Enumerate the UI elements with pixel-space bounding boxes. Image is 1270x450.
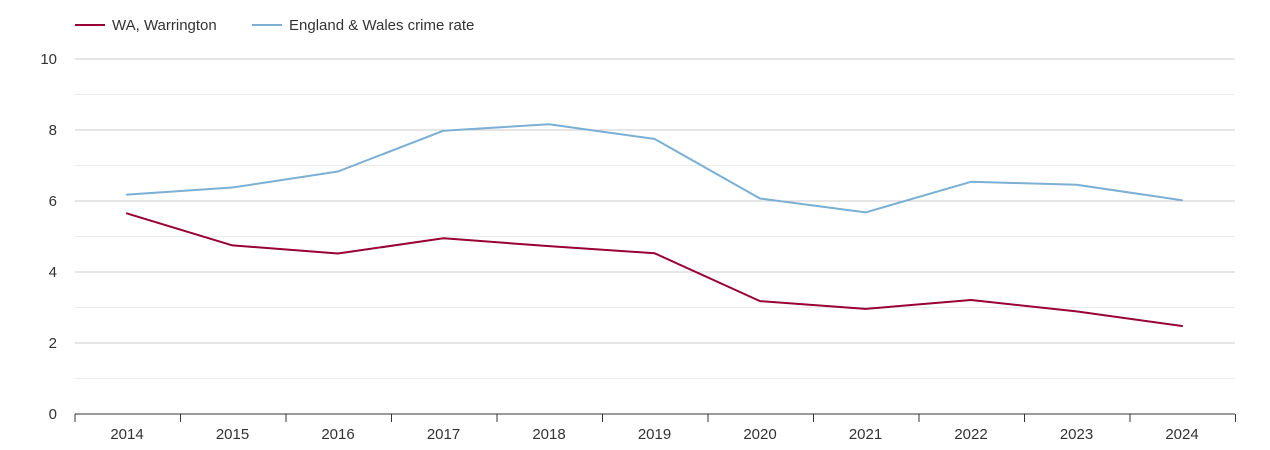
x-tick-label: 2017: [427, 426, 460, 443]
y-tick-label: 4: [49, 264, 57, 281]
y-tick-label: 8: [49, 122, 57, 139]
legend: WA, Warrington England & Wales crime rat…: [75, 17, 474, 34]
y-axis: 0 2 4 6 8 10: [40, 51, 57, 423]
legend-label-england-wales: England & Wales crime rate: [289, 17, 474, 34]
y-tick-label: 10: [40, 51, 57, 68]
x-tick-label: 2014: [110, 426, 143, 443]
y-tick-label: 2: [49, 335, 57, 352]
x-tick-label: 2015: [216, 426, 249, 443]
series-line-england-wales-crime-rate: [126, 123, 1183, 214]
x-tick-label: 2022: [954, 426, 987, 443]
x-tick-label: 2023: [1060, 426, 1093, 443]
gridlines: [75, 58, 1235, 379]
series-line-wa-warrington: [126, 212, 1183, 327]
legend-label-warrington: WA, Warrington: [112, 17, 217, 34]
x-tick-label: 2019: [638, 426, 671, 443]
series-lines: [126, 123, 1183, 327]
x-axis: 2014 2015 2016 2017 2018 2019 2020 2021 2022 2023…: [74, 413, 1236, 443]
x-tick-label: 2018: [532, 426, 565, 443]
x-tick-label: 2020: [743, 426, 776, 443]
x-tick-label: 2024: [1165, 426, 1198, 443]
y-tick-label: 6: [49, 193, 57, 210]
y-tick-label: 0: [49, 406, 57, 423]
x-tick-label: 2016: [321, 426, 354, 443]
x-tick-label: 2021: [849, 426, 882, 443]
